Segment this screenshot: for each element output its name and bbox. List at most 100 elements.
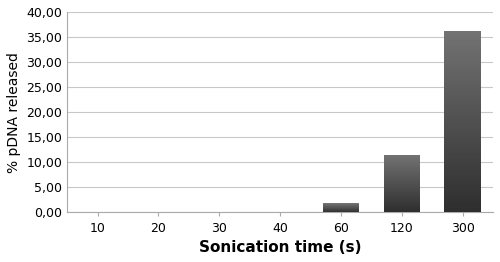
Bar bbox=[444, 65, 481, 67]
Bar bbox=[384, 174, 420, 175]
Bar bbox=[384, 191, 420, 192]
Bar bbox=[384, 208, 420, 209]
Bar bbox=[384, 188, 420, 189]
Bar bbox=[444, 36, 481, 38]
Bar bbox=[444, 106, 481, 108]
Y-axis label: % pDNA released: % pDNA released bbox=[7, 52, 21, 173]
Bar bbox=[444, 49, 481, 51]
Bar bbox=[444, 47, 481, 49]
Bar bbox=[444, 117, 481, 119]
Bar bbox=[384, 169, 420, 170]
Bar bbox=[444, 129, 481, 131]
Bar bbox=[444, 131, 481, 133]
Bar bbox=[384, 156, 420, 157]
Bar bbox=[384, 203, 420, 204]
Bar bbox=[444, 110, 481, 113]
Bar bbox=[384, 182, 420, 183]
Bar bbox=[384, 206, 420, 207]
Bar bbox=[444, 115, 481, 117]
Bar bbox=[384, 179, 420, 180]
Bar bbox=[384, 194, 420, 195]
Bar bbox=[384, 161, 420, 162]
Bar bbox=[444, 199, 481, 201]
Bar bbox=[444, 69, 481, 72]
Bar bbox=[444, 135, 481, 138]
Bar bbox=[444, 42, 481, 45]
Bar bbox=[384, 207, 420, 208]
Bar bbox=[384, 173, 420, 174]
Bar bbox=[444, 97, 481, 99]
Bar bbox=[444, 144, 481, 147]
Bar bbox=[444, 154, 481, 156]
Bar bbox=[444, 33, 481, 36]
Bar bbox=[384, 171, 420, 172]
Bar bbox=[444, 76, 481, 79]
Bar bbox=[444, 208, 481, 210]
Bar bbox=[444, 45, 481, 47]
Bar bbox=[444, 206, 481, 208]
Bar bbox=[444, 194, 481, 196]
Bar bbox=[444, 79, 481, 81]
Bar bbox=[384, 192, 420, 193]
Bar bbox=[384, 189, 420, 190]
Bar bbox=[384, 185, 420, 186]
X-axis label: Sonication time (s): Sonication time (s) bbox=[199, 240, 362, 255]
Bar bbox=[444, 142, 481, 144]
Bar bbox=[444, 210, 481, 212]
Bar bbox=[444, 56, 481, 58]
Bar bbox=[384, 167, 420, 168]
Bar bbox=[384, 183, 420, 184]
Bar bbox=[384, 181, 420, 182]
Bar bbox=[384, 210, 420, 211]
Bar bbox=[444, 124, 481, 126]
Bar bbox=[384, 165, 420, 166]
Bar bbox=[444, 188, 481, 190]
Bar bbox=[384, 155, 420, 156]
Bar bbox=[444, 92, 481, 95]
Bar bbox=[444, 31, 481, 33]
Bar bbox=[444, 38, 481, 40]
Bar bbox=[444, 85, 481, 88]
Bar bbox=[444, 156, 481, 158]
Bar bbox=[444, 201, 481, 203]
Bar bbox=[384, 172, 420, 173]
Bar bbox=[384, 186, 420, 187]
Bar bbox=[384, 159, 420, 160]
Bar bbox=[384, 168, 420, 169]
Bar bbox=[384, 190, 420, 191]
Bar bbox=[444, 196, 481, 199]
Bar bbox=[444, 172, 481, 174]
Bar bbox=[444, 203, 481, 206]
Bar bbox=[384, 195, 420, 196]
Bar bbox=[384, 204, 420, 205]
Bar bbox=[444, 174, 481, 176]
Bar bbox=[444, 122, 481, 124]
Bar bbox=[444, 95, 481, 97]
Bar bbox=[384, 198, 420, 199]
Bar bbox=[384, 180, 420, 181]
Bar bbox=[444, 67, 481, 69]
Bar bbox=[444, 151, 481, 154]
Bar bbox=[384, 158, 420, 159]
Bar bbox=[384, 160, 420, 161]
Bar bbox=[444, 126, 481, 129]
Bar bbox=[384, 176, 420, 177]
Bar bbox=[444, 63, 481, 65]
Bar bbox=[384, 177, 420, 178]
Bar bbox=[444, 99, 481, 101]
Bar bbox=[384, 164, 420, 165]
Bar bbox=[384, 178, 420, 179]
Bar bbox=[444, 149, 481, 151]
Bar bbox=[384, 187, 420, 188]
Bar bbox=[384, 163, 420, 164]
Bar bbox=[444, 176, 481, 178]
Bar bbox=[384, 175, 420, 176]
Bar bbox=[444, 167, 481, 169]
Bar bbox=[444, 165, 481, 167]
Bar bbox=[444, 58, 481, 61]
Bar bbox=[444, 90, 481, 92]
Bar bbox=[384, 202, 420, 203]
Bar bbox=[444, 74, 481, 76]
Bar bbox=[384, 184, 420, 185]
Bar bbox=[384, 166, 420, 167]
